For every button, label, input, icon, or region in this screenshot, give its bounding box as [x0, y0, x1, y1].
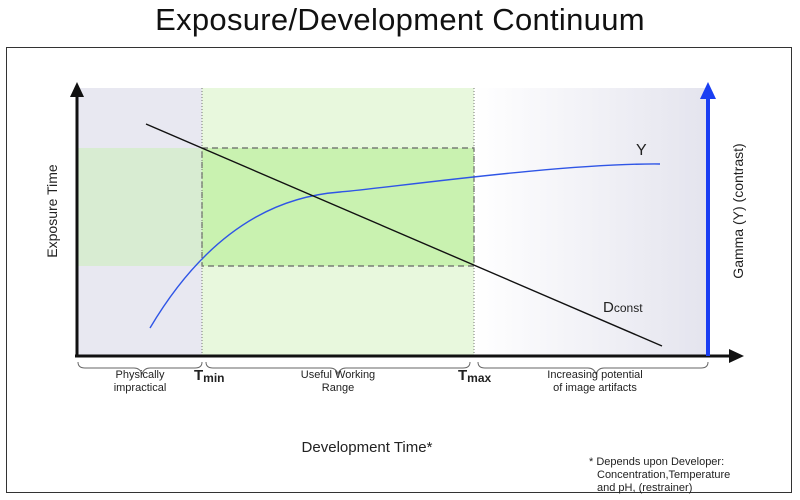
region-middle-line-2: Range: [321, 382, 355, 394]
footnote: * Depends upon Developer: Concentration,…: [589, 456, 730, 495]
diagram-frame: [6, 47, 792, 493]
footnote-line-3: and pH, (restrainer): [597, 482, 693, 494]
tick-tmax-sub: max: [467, 371, 492, 385]
y-axis-left-arrow: [70, 82, 84, 97]
x-axis-arrow: [729, 349, 744, 363]
exposure-band: [78, 148, 202, 266]
tick-tmin: Tmin: [194, 367, 225, 385]
region-right-line-1: Increasing potential: [547, 369, 643, 381]
gamma-curve-label: Υ: [636, 142, 647, 159]
region-middle-label: Useful Working Range: [278, 369, 398, 395]
region-right-line-2: of image artifacts: [553, 382, 637, 394]
dconst-label: Dconst: [603, 299, 643, 316]
tick-tmax-letter: T: [458, 367, 468, 384]
tick-tmax: Tmax: [458, 367, 492, 385]
y-axis-left-label: Exposure Time: [44, 164, 60, 258]
tick-tmin-sub: min: [203, 371, 225, 385]
region-right-label: Increasing potential of image artifacts: [520, 369, 670, 395]
gamma-axis-arrow: [700, 82, 716, 99]
brace-right: [477, 361, 709, 376]
gamma-curve: [149, 163, 661, 329]
tick-tmin-letter: T: [194, 367, 204, 384]
region-middle-line-1: Useful Working: [300, 369, 376, 381]
footnote-line-1: * Depends upon Developer:: [589, 456, 725, 468]
region-left-label: Physically impractical: [80, 369, 200, 395]
region-right-bg: [474, 88, 708, 356]
dconst-letter: D: [603, 299, 614, 316]
region-left-line-1: Physically: [115, 369, 165, 381]
brace-middle: [205, 361, 471, 376]
diagram-title: Exposure/Development Continuum: [155, 2, 645, 37]
dconst-line: [145, 123, 663, 347]
x-axis-label: Development Time*: [301, 439, 433, 456]
y-axis-right-label: Gamma (Υ) (contrast): [730, 143, 746, 279]
region-left-line-2: impractical: [113, 382, 167, 394]
brace-left: [77, 361, 203, 376]
footnote-line-2: Concentration,Temperature: [597, 469, 731, 481]
dconst-sub: const: [613, 301, 643, 315]
